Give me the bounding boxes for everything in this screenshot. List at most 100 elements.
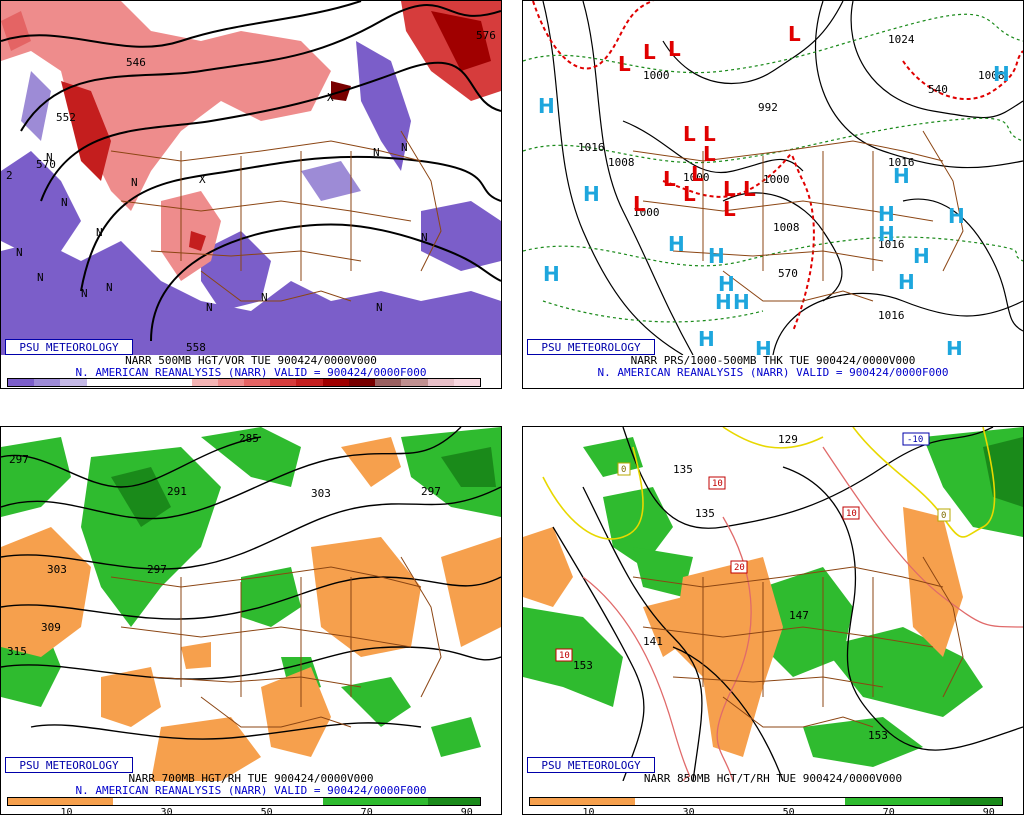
svg-text:10: 10 — [712, 479, 723, 489]
svg-text:H: H — [893, 164, 910, 188]
panel-valid-caption: N. AMERICAN REANALYSIS (NARR) VALID = 90… — [75, 366, 427, 379]
psu-badge: PSU METEOROLOGY — [5, 757, 133, 773]
colorbar-swatch — [270, 379, 297, 386]
colorbar-swatch — [34, 379, 61, 386]
svg-text:309: 309 — [41, 621, 61, 634]
svg-text:1000: 1000 — [643, 69, 670, 82]
colorbar-label: 70 — [882, 807, 895, 815]
colorbar-label: 90 — [460, 807, 473, 815]
svg-text:X: X — [327, 91, 334, 104]
svg-text:N: N — [421, 231, 428, 244]
panel-pressure-thickness: 1000 1008 1016 1000 1008 1016 1016 1024 … — [522, 0, 1024, 389]
svg-text:X: X — [199, 173, 206, 186]
contour-label: 546 — [126, 56, 146, 69]
colorbar-swatch — [217, 379, 244, 386]
colorbar-swatch — [60, 379, 87, 386]
svg-text:L: L — [633, 192, 646, 216]
colorbar-swatch — [8, 798, 61, 805]
colorbar-swatch — [687, 798, 740, 805]
colorbar-swatch — [165, 798, 218, 805]
panel-caption: NARR 850MB HGT/T/RH TUE 900424/0000V000 — [643, 772, 903, 785]
svg-text:H: H — [898, 270, 915, 294]
colorbar-swatch — [949, 798, 1002, 805]
colorbar-label: 30 — [682, 807, 695, 815]
svg-text:291: 291 — [167, 485, 187, 498]
svg-text:L: L — [683, 122, 696, 146]
svg-text:141: 141 — [643, 635, 663, 648]
colorbar-label: 8 — [122, 387, 128, 388]
colorbar-label: 2 — [43, 387, 49, 388]
svg-text:135: 135 — [695, 507, 715, 520]
high-pressure-markers: H H H H H H H H H H H H H H H H H H — [538, 62, 1010, 355]
svg-text:297: 297 — [147, 563, 167, 576]
svg-text:N: N — [46, 151, 53, 164]
svg-text:1000: 1000 — [683, 171, 710, 184]
panel-valid-caption: N. AMERICAN REANALYSIS (NARR) VALID = 90… — [75, 784, 427, 797]
colorbar-label: 10 — [60, 807, 73, 815]
svg-text:L: L — [691, 162, 704, 186]
svg-text:540: 540 — [928, 83, 948, 96]
contour-label: 558 — [186, 341, 206, 354]
colorbar-swatch — [348, 379, 376, 386]
svg-text:L: L — [668, 37, 681, 61]
svg-text:N: N — [131, 176, 138, 189]
colorbar-swatch — [530, 798, 583, 805]
svg-text:1016: 1016 — [878, 309, 905, 322]
contour-label: 576 — [476, 29, 496, 42]
colorbar-swatch — [217, 798, 271, 805]
colorbar-swatch — [243, 379, 271, 386]
svg-text:1008: 1008 — [608, 156, 635, 169]
psu-badge: PSU METEOROLOGY — [527, 339, 655, 355]
svg-text:L: L — [723, 197, 736, 221]
svg-text:N: N — [106, 281, 113, 294]
svg-text:992: 992 — [758, 101, 778, 114]
svg-text:1008: 1008 — [773, 221, 800, 234]
colorbar — [529, 797, 1003, 806]
svg-text:N: N — [61, 196, 68, 209]
svg-text:1008: 1008 — [978, 69, 1005, 82]
colorbar-label: 4 — [70, 387, 76, 388]
svg-text:H: H — [543, 262, 560, 286]
svg-text:H: H — [948, 204, 965, 228]
svg-text:129: 129 — [778, 433, 798, 446]
colorbar-label: 18 — [251, 387, 263, 388]
svg-text:10: 10 — [559, 651, 570, 661]
svg-text:1024: 1024 — [888, 33, 915, 46]
colorbar-label: 26 — [356, 387, 368, 388]
psu-badge: PSU METEOROLOGY — [5, 339, 133, 355]
colorbar-label: 70 — [360, 807, 373, 815]
svg-text:L: L — [723, 177, 736, 201]
svg-text:H: H — [668, 232, 685, 256]
panel-500mb-hgt-vor: 546 552 570 558 576 2 N N N N N N N N N … — [0, 0, 502, 389]
colorbar-label: 6 — [96, 387, 102, 388]
panel-850mb-hgt-t-rh: 129 135 135 147 141 153 153 10 10 10 20 … — [522, 426, 1024, 815]
contour-label: 2 — [6, 169, 13, 182]
svg-text:H: H — [993, 62, 1010, 86]
svg-text:1016: 1016 — [578, 141, 605, 154]
colorbar-swatch — [427, 798, 480, 805]
colorbar-labels: 0246810121416182022242628303234 — [7, 387, 481, 388]
colorbar-swatch — [897, 798, 950, 805]
svg-text:H: H — [708, 244, 725, 268]
psu-badge: PSU METEOROLOGY — [527, 757, 655, 773]
map-700mb-rh: 297 285 291 303 297 297 303 309 315 — [1, 427, 501, 781]
svg-text:L: L — [618, 52, 631, 76]
colorbar-label: 20 — [277, 387, 289, 388]
svg-text:-10: -10 — [907, 435, 923, 445]
colorbar-label: 50 — [260, 807, 273, 815]
temperature-labels: 10 10 10 20 0 0 -10 — [555, 432, 951, 662]
colorbar-swatch — [112, 379, 140, 386]
colorbar-swatch — [165, 379, 192, 386]
svg-text:N: N — [373, 146, 380, 159]
colorbar-label: 32 — [435, 387, 447, 388]
svg-text:135: 135 — [673, 463, 693, 476]
colorbar-swatch — [739, 798, 793, 805]
svg-text:L: L — [683, 182, 696, 206]
colorbar-swatch — [582, 798, 635, 805]
colorbar-swatch — [634, 798, 688, 805]
svg-text:L: L — [703, 122, 716, 146]
panel-valid-caption: N. AMERICAN REANALYSIS (NARR) VALID = 90… — [597, 366, 949, 379]
map-850mb-rh: 129 135 135 147 141 153 153 10 10 10 20 … — [523, 427, 1023, 781]
svg-text:H: H — [698, 327, 715, 351]
svg-text:H: H — [755, 337, 772, 355]
